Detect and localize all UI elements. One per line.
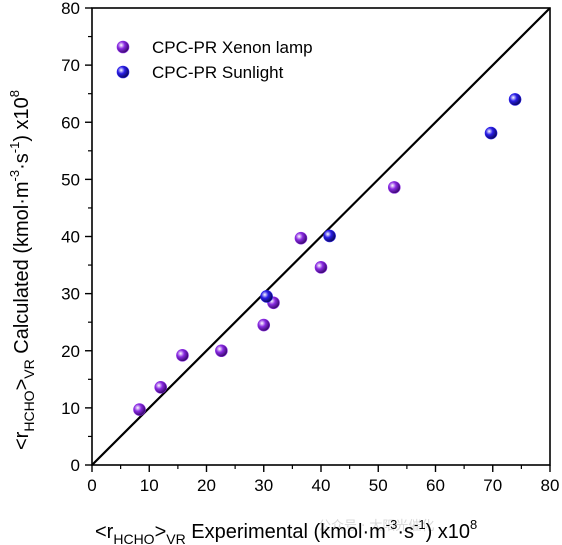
reference-line-y-equals-x: [91, 7, 551, 466]
legend: CPC-PR Xenon lamp CPC-PR Sunlight: [116, 38, 313, 82]
x-tick-label: 20: [197, 476, 216, 495]
y-tick-label: 0: [71, 456, 80, 475]
x-axis-title: <rHCHO>VR Experimental (kmol·m-3·s-1) x1…: [95, 517, 477, 545]
legend-label-series-1: CPC-PR Xenon lamp: [152, 38, 313, 57]
y-tick-label: 20: [61, 342, 80, 361]
data-point-series-1: [154, 381, 167, 394]
x-tick-label: 30: [254, 476, 273, 495]
reference-line-layer: [91, 7, 551, 466]
y-tick-label: 30: [61, 285, 80, 304]
x-tick-label: 70: [483, 476, 502, 495]
data-point-series-2: [508, 93, 522, 106]
legend-marker-series-1: [116, 40, 130, 54]
y-axis-title: <rHCHO>VR Calculated (kmol·m-3·s-1) x108: [7, 90, 37, 450]
y-tick-label: 10: [61, 399, 80, 418]
y-tick-label: 70: [61, 56, 80, 75]
data-point-series-2: [260, 290, 273, 303]
tick-layer: 0 10 20 30 40 50 60 70 80 0 10 20 30 40 50 60 70 80: [61, 0, 559, 495]
watermark-text: 公众号 · 太阳光催化: [318, 519, 434, 534]
x-tick-label: 60: [426, 476, 445, 495]
legend-label-series-2: CPC-PR Sunlight: [152, 63, 284, 82]
x-tick-label: 50: [369, 476, 388, 495]
y-tick-label: 60: [61, 113, 80, 132]
data-point-series-1: [257, 318, 271, 332]
data-point-series-1: [387, 181, 401, 194]
data-point-series-2: [484, 126, 498, 140]
y-tick-label: 50: [61, 170, 80, 189]
data-point-series-1: [176, 349, 189, 362]
data-point-series-1: [215, 344, 228, 358]
x-tick-label: 80: [541, 476, 560, 495]
y-tick-label: 40: [61, 228, 80, 247]
x-tick-label: 0: [87, 476, 96, 495]
x-tick-label: 10: [140, 476, 159, 495]
y-tick-label: 80: [61, 0, 80, 18]
data-point-series-1: [133, 403, 146, 416]
data-point-series-1: [294, 231, 308, 245]
data-point-series-1: [314, 261, 328, 274]
data-points-layer: [133, 93, 522, 416]
x-tick-label: 40: [312, 476, 331, 495]
legend-marker-series-2: [116, 65, 130, 79]
data-point-series-2: [323, 229, 336, 243]
